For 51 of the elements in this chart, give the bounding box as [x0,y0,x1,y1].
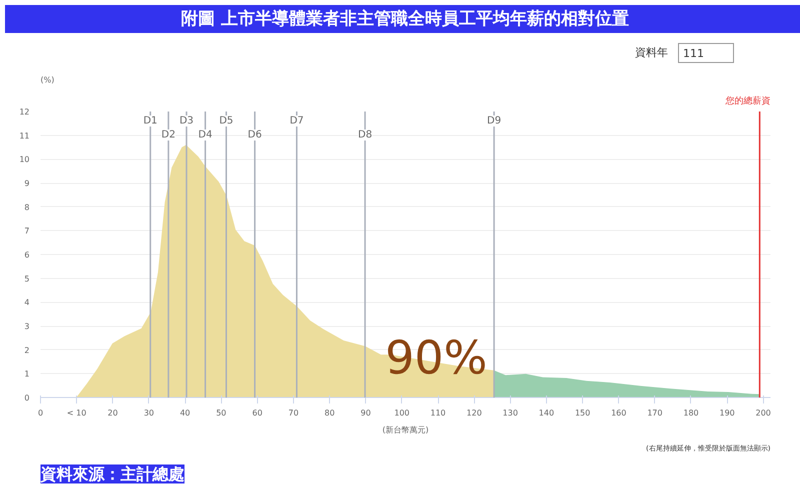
x-axis-title: (新台幣萬元) [382,426,429,434]
ref-line-label: D9 [487,116,502,126]
x-tick-label: 130 [502,408,518,418]
y-tick-label: 8 [24,202,30,212]
x-tick-label: 200 [756,408,771,418]
x-tick-label: 110 [430,408,446,418]
y-tick-label: 5 [24,274,30,284]
x-tick-label: 90 [360,408,371,418]
ref-line-label: D5 [219,116,234,126]
annotation: 90% [385,330,488,384]
y-tick-label: 4 [24,298,30,308]
y-tick-label: 0 [24,394,30,402]
x-tick-label: 100 [394,408,410,418]
source-note: 資料來源：主計總處 [40,464,184,484]
text: 資料年 [635,45,668,61]
y-tick-label: 7 [24,226,30,236]
x-tick-label: 80 [324,408,335,418]
y-tick-label: 1 [24,370,30,379]
x-tick-label: 150 [574,408,590,418]
y-tick-label: 2 [24,346,30,355]
x-tick-label: 170 [647,408,663,418]
x-tick-label: 140 [538,408,554,418]
chart-title: 附圖 上市半導體業者非主管職全時員工平均年薪的相對位置 [181,8,629,31]
ref-line-label: D8 [358,130,372,140]
ref-line-label: D7 [290,116,304,126]
y-tick-label: 9 [24,179,30,188]
x-tick-label: 160 [611,408,626,418]
y-tick-label: 3 [24,322,30,331]
x-tick-label: 40 [180,408,190,418]
x-tick-label: 20 [108,408,118,418]
y-axis-title: (%) [40,76,54,84]
ref-line-label: D2 [161,130,176,140]
x-tick-label: 70 [288,408,299,418]
ref-line-label: D1 [143,116,158,126]
ref-line-label: D4 [198,130,212,140]
x-tick-label: 190 [720,408,735,418]
y-tick-label: 10 [19,155,30,164]
x-tick-label: < 10 [66,408,86,418]
y-tick-label: 11 [19,131,30,140]
x-tick-label: 50 [216,408,226,418]
text: 111 [683,46,704,62]
ref-line-label: D3 [179,116,194,126]
x-tick-label: 0 [38,408,44,418]
x-tick-label: 120 [466,408,482,418]
x-tick-label: 30 [144,408,154,418]
y-tick-label: 12 [19,108,30,116]
ref-line-label: D6 [248,130,262,140]
x-tick-label: 180 [683,408,699,418]
y-tick-label: 6 [24,250,30,260]
ref-line-label: 您的總薪資 [724,96,770,106]
x-tick-label: 60 [252,408,262,418]
